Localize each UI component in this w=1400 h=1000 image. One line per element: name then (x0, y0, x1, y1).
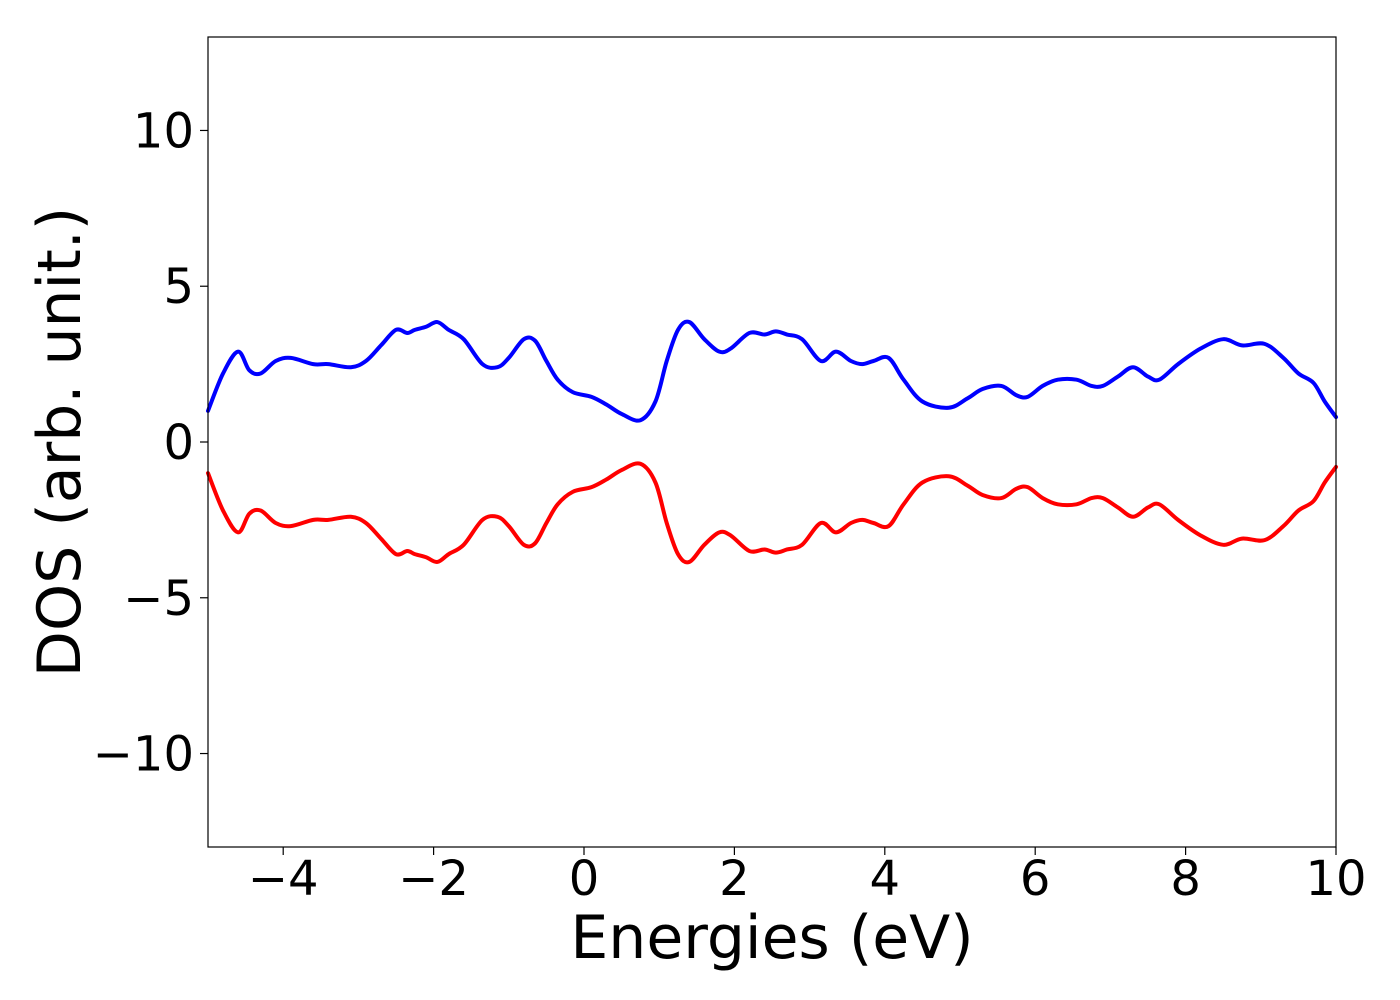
series-layer (206, 319, 1338, 565)
x-tick-label: 8 (1170, 851, 1201, 907)
y-tick-label: 10 (133, 103, 194, 159)
x-ticks: −4 −2 0 2 4 6 8 10 (248, 847, 1367, 907)
y-tick-label: −10 (93, 727, 194, 783)
y-tick-label: 5 (163, 259, 194, 315)
series-line-blue (206, 319, 1338, 423)
y-axis-label: DOS (arb. unit.) (25, 207, 95, 677)
x-tick-label: 2 (719, 851, 750, 907)
series-line-red (206, 461, 1338, 565)
y-tick-label: 0 (163, 415, 194, 471)
y-tick-label: −5 (123, 571, 194, 627)
x-tick-label: −4 (248, 851, 319, 907)
x-tick-label: 0 (569, 851, 600, 907)
x-tick-label: 6 (1020, 851, 1051, 907)
x-tick-label: 10 (1305, 851, 1366, 907)
x-tick-label: −2 (398, 851, 469, 907)
x-axis-label: Energies (eV) (570, 903, 973, 973)
x-tick-label: 4 (870, 851, 901, 907)
y-ticks: −10 −5 0 5 10 (93, 103, 208, 783)
